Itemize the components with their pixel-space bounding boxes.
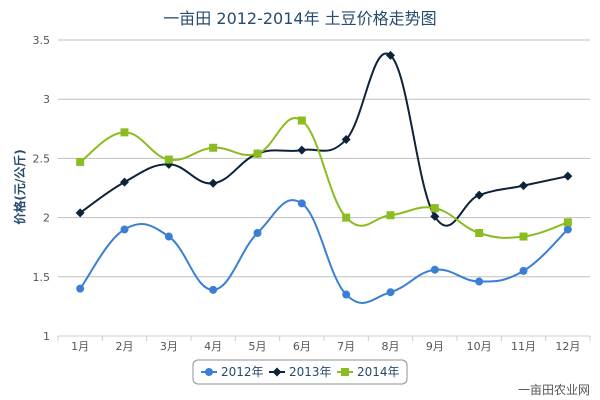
data-point (297, 199, 306, 208)
legend-marker (205, 368, 213, 376)
x-tick-label: 6月 (293, 340, 311, 353)
data-point (563, 218, 572, 227)
x-tick-label: 1月 (71, 340, 89, 353)
data-point (209, 285, 218, 294)
legend: 2012年 2013年 2014年 (192, 359, 408, 385)
series-line (79, 52, 569, 227)
x-tick-label: 4月 (204, 340, 222, 353)
legend-marker (341, 368, 349, 376)
legend-label: 2014年 (357, 365, 400, 379)
data-point (430, 204, 439, 213)
data-point (386, 288, 395, 297)
data-point (474, 190, 484, 200)
x-tick-label: 3月 (160, 340, 178, 353)
y-tick-label: 3.5 (33, 34, 51, 47)
legend-item-1[interactable]: 2013年 (269, 365, 332, 379)
data-point (563, 171, 573, 181)
data-point (519, 232, 528, 241)
series-1 (75, 50, 573, 227)
data-point (208, 178, 218, 188)
y-tick-label: 2.5 (33, 152, 51, 165)
x-tick-label: 9月 (426, 340, 444, 353)
y-axis-label: 价格(元/公斤) (12, 149, 27, 224)
x-tick-label: 5月 (249, 340, 267, 353)
data-point (519, 266, 528, 275)
data-point (430, 211, 440, 221)
legend-marker (272, 367, 282, 377)
data-point (475, 277, 484, 286)
data-point (342, 290, 351, 299)
data-point (76, 284, 85, 293)
legend-box (192, 359, 408, 385)
data-point (76, 157, 85, 166)
data-point (120, 177, 129, 187)
x-tick-label: 8月 (382, 340, 400, 353)
data-point (430, 265, 439, 274)
x-tick-label: 2月 (116, 340, 134, 353)
x-tick-label: 11月 (511, 340, 536, 353)
y-tick-label: 1.5 (33, 271, 51, 284)
data-point (253, 228, 262, 237)
data-point (164, 155, 173, 164)
data-point (386, 50, 395, 60)
legend-item-2[interactable]: 2014年 (337, 365, 400, 379)
x-tick-label: 7月 (337, 340, 355, 353)
legend-label: 2012年 (221, 365, 264, 379)
data-point (563, 225, 572, 234)
series-line (79, 199, 569, 304)
data-point (519, 181, 528, 191)
y-tick-label: 1 (43, 330, 50, 343)
data-point (297, 116, 306, 125)
y-axis-ticks: 1 1.5 2 2.5 3 3.5 (33, 34, 51, 343)
data-point (342, 213, 351, 222)
chart-title: 一亩田 2012-2014年 土豆价格走势图 (163, 9, 436, 28)
y-tick-label: 2 (43, 212, 50, 225)
x-tick-label: 10月 (467, 340, 492, 353)
series-2 (76, 116, 572, 241)
data-point (120, 225, 129, 234)
data-point (297, 145, 307, 155)
data-point (386, 211, 395, 220)
data-point (209, 143, 218, 152)
data-point (75, 208, 85, 218)
watermark: 一亩田农业网 (518, 382, 590, 397)
x-tick-label: 12月 (555, 340, 580, 353)
legend-label: 2013年 (289, 365, 332, 379)
data-point (475, 228, 484, 237)
series-line (79, 117, 569, 239)
series-layer (75, 50, 573, 304)
data-point (164, 232, 173, 241)
data-point (253, 149, 262, 158)
legend-item-0[interactable]: 2012年 (201, 365, 264, 379)
x-axis: 1月 2月 3月 4月 5月 6月 7月 8月 9月 10月 11月 12月 (57, 335, 591, 353)
series-0 (76, 199, 572, 304)
y-tick-label: 3 (43, 93, 50, 106)
data-point (120, 128, 129, 137)
data-point (341, 134, 351, 144)
